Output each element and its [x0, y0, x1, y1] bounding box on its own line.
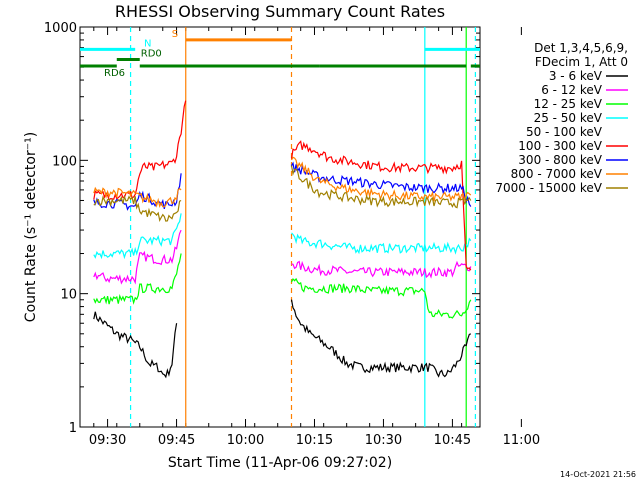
series-line	[290, 299, 472, 378]
x-tick-label: 09:30	[89, 433, 126, 448]
x-tick-label: 10:00	[227, 433, 264, 448]
legend-entry-label: 100 - 300 keV	[518, 139, 602, 153]
plot-frame	[79, 26, 481, 428]
flag-label: S	[172, 29, 178, 40]
y-axis-label: Count Rate (s⁻¹ detector⁻¹)	[23, 132, 39, 322]
legend-title: FDecim 1, Att 0	[535, 55, 628, 69]
series-line	[290, 156, 472, 202]
x-axis-label: Start Time (11-Apr-06 09:27:02)	[168, 455, 392, 471]
series-line	[93, 213, 182, 260]
series-line	[93, 253, 182, 305]
legend-entry-label: 12 - 25 keV	[534, 97, 603, 111]
legend-entry-label: 7000 - 15000 keV	[495, 181, 602, 195]
y-tick-label: 100	[52, 154, 77, 169]
x-tick-label: 10:30	[365, 433, 402, 448]
x-tick-label: 09:45	[158, 433, 195, 448]
legend-entry-label: 300 - 800 keV	[518, 153, 602, 167]
footer-date: 14-Oct-2021 21:56	[560, 470, 636, 479]
attenuator-flags: N S RD0 RD6	[80, 29, 480, 79]
series-line	[290, 165, 472, 209]
series-line	[93, 100, 187, 201]
legend-entry-label: 6 - 12 keV	[541, 83, 603, 97]
flag-label: RD6	[104, 68, 125, 79]
x-tick-label: 10:45	[434, 433, 471, 448]
chart-title: RHESSI Observing Summary Count Rates	[115, 2, 445, 21]
flag-label: RD0	[141, 49, 162, 60]
x-tick-label: 10:15	[296, 433, 333, 448]
legend: Det 1,3,4,5,6,9,FDecim 1, Att 03 - 6 keV…	[495, 41, 628, 195]
series-line	[291, 232, 472, 255]
flag-label: N	[144, 38, 151, 49]
series-line	[290, 161, 472, 207]
y-tick-label: 1000	[44, 21, 77, 36]
series-line	[93, 173, 182, 211]
y-tick-label: 10	[60, 288, 77, 303]
vertical-markers	[129, 27, 477, 427]
series-line	[93, 186, 182, 209]
series-lines	[93, 100, 472, 379]
series-line	[290, 277, 472, 319]
y-tick-label: 1	[69, 421, 77, 436]
series-line	[93, 194, 182, 223]
legend-entry-label: 25 - 50 keV	[534, 111, 603, 125]
series-line	[291, 260, 472, 279]
y-axis: 1 10 100 1000	[44, 21, 480, 436]
x-tick-label: 11:00	[503, 433, 540, 448]
series-line	[93, 311, 178, 379]
legend-entry-label: 800 - 7000 keV	[511, 167, 603, 181]
series-line	[290, 140, 472, 271]
legend-entry-label: 3 - 6 keV	[549, 69, 603, 83]
series-line	[93, 229, 182, 285]
legend-entry-label: 50 - 100 keV	[526, 125, 603, 139]
x-axis: 09:30 09:45 10:00 10:15 10:30 10:45 11:00	[89, 27, 540, 448]
legend-title: Det 1,3,4,5,6,9,	[534, 41, 628, 55]
